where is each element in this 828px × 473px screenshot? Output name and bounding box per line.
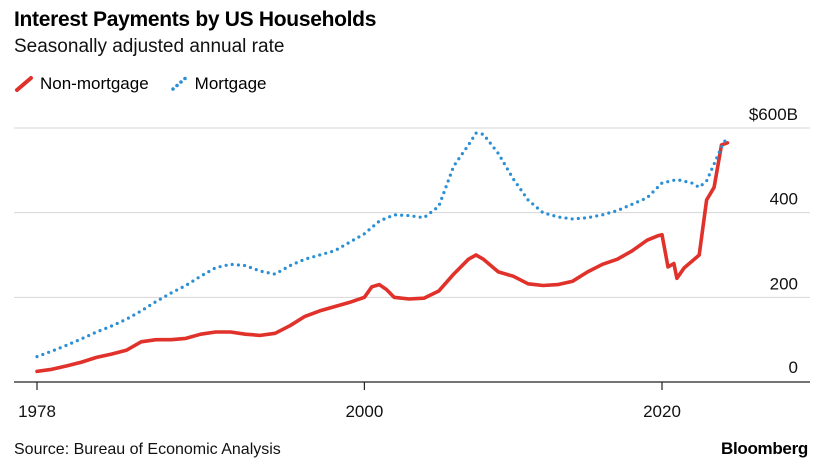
legend-item-non-mortgage: Non-mortgage <box>14 74 149 94</box>
chart-title: Interest Payments by US Households <box>14 8 377 31</box>
y-tick-label-200: 200 <box>770 274 798 293</box>
y-tick-label-0: 0 <box>789 358 798 377</box>
legend-item-mortgage: Mortgage <box>169 74 267 94</box>
legend-label-non-mortgage: Non-mortgage <box>40 74 149 93</box>
y-tick-label-400: 400 <box>770 190 798 209</box>
dotted-line-icon <box>170 76 187 91</box>
series-line-non-mortgage <box>35 141 730 374</box>
legend-label-mortgage: Mortgage <box>194 74 267 93</box>
x-tick-label-2020: 2020 <box>643 402 681 421</box>
x-tick-label-2000: 2000 <box>345 402 383 421</box>
source-note: Source: Bureau of Economic Analysis <box>14 441 281 458</box>
bloomberg-logo: Bloomberg <box>720 439 808 458</box>
y-tick-label-600: $600B <box>749 105 798 124</box>
chart-subtitle: Seasonally adjusted annual rate <box>14 36 285 57</box>
x-tick-label-1978: 1978 <box>18 402 56 421</box>
chart-legend: Non-mortgage Mortgage <box>14 74 287 94</box>
series-line-mortgage <box>35 131 730 359</box>
solid-line-icon <box>15 76 33 92</box>
